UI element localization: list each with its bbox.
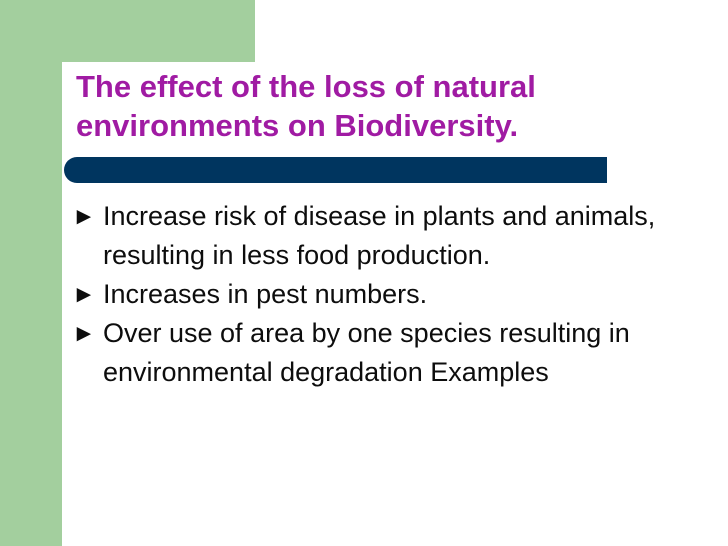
bullet-triangle-icon: ►: [72, 203, 96, 230]
slide-title: The effect of the loss of natural enviro…: [76, 69, 536, 143]
bullet-triangle-icon: ►: [72, 320, 96, 347]
bullet-triangle-icon: ►: [72, 281, 96, 308]
content-panel: [62, 62, 728, 546]
bullet-item: ► Increase risk of disease in plants and…: [72, 197, 672, 275]
bullet-text: Increases in pest numbers.: [103, 279, 428, 309]
bullet-item: ► Increases in pest numbers.: [72, 275, 672, 314]
title-underline-bar: [64, 157, 607, 183]
left-accent-strip: [0, 0, 62, 546]
top-left-accent-block: [0, 0, 255, 62]
bullet-text: Over use of area by one species resultin…: [103, 318, 630, 387]
bullet-item: ► Over use of area by one species result…: [72, 314, 672, 392]
bullet-list: ► Increase risk of disease in plants and…: [72, 197, 672, 392]
bullet-text: Increase risk of disease in plants and a…: [103, 201, 656, 270]
